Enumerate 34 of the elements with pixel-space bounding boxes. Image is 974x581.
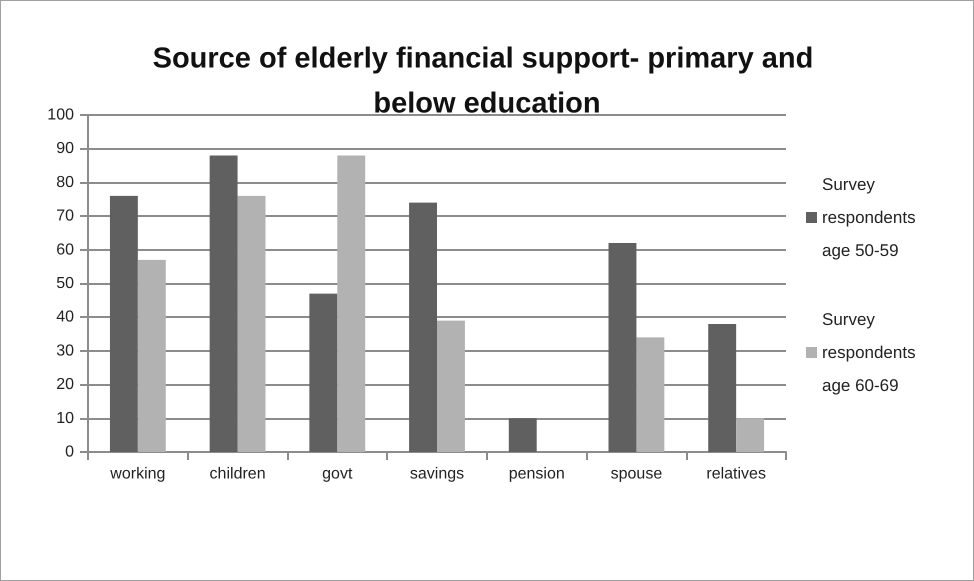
y-tick-label: 60 [56,241,74,258]
bar [110,196,138,452]
bar [608,243,636,452]
y-tick-label: 50 [56,275,74,292]
x-tick-label: spouse [610,466,662,482]
bar [508,418,537,452]
y-tick-label: 30 [56,342,74,360]
y-tick-label: 100 [47,106,74,124]
legend-label: Survey respondents age 60-69 [822,310,920,395]
bar [210,155,238,452]
bar [238,196,266,452]
chart-title: Source of elderly financial support- primary and below education [152,42,822,120]
bar [138,260,166,452]
bar [736,418,764,452]
y-tick-label: 0 [65,444,74,460]
y-tick-label: 90 [56,140,74,158]
x-tick-label: savings [410,466,464,482]
y-tick-label: 70 [56,208,74,225]
bar [337,155,366,452]
x-tick-label: govt [322,466,353,482]
x-tick-label: pension [508,466,565,482]
bar [309,294,338,452]
x-tick-label: working [109,466,166,482]
x-tick-label: relatives [706,466,766,482]
bar [409,202,437,452]
y-tick-label: 20 [56,376,74,394]
bar [636,337,664,452]
bar [437,320,465,452]
x-tick-label: children [210,466,266,482]
y-tick-label: 40 [56,308,74,326]
bar [708,324,736,452]
y-tick-label: 10 [56,410,74,427]
legend-label: Survey respondents age 50-59 [822,175,920,260]
y-tick-label: 80 [56,174,74,191]
